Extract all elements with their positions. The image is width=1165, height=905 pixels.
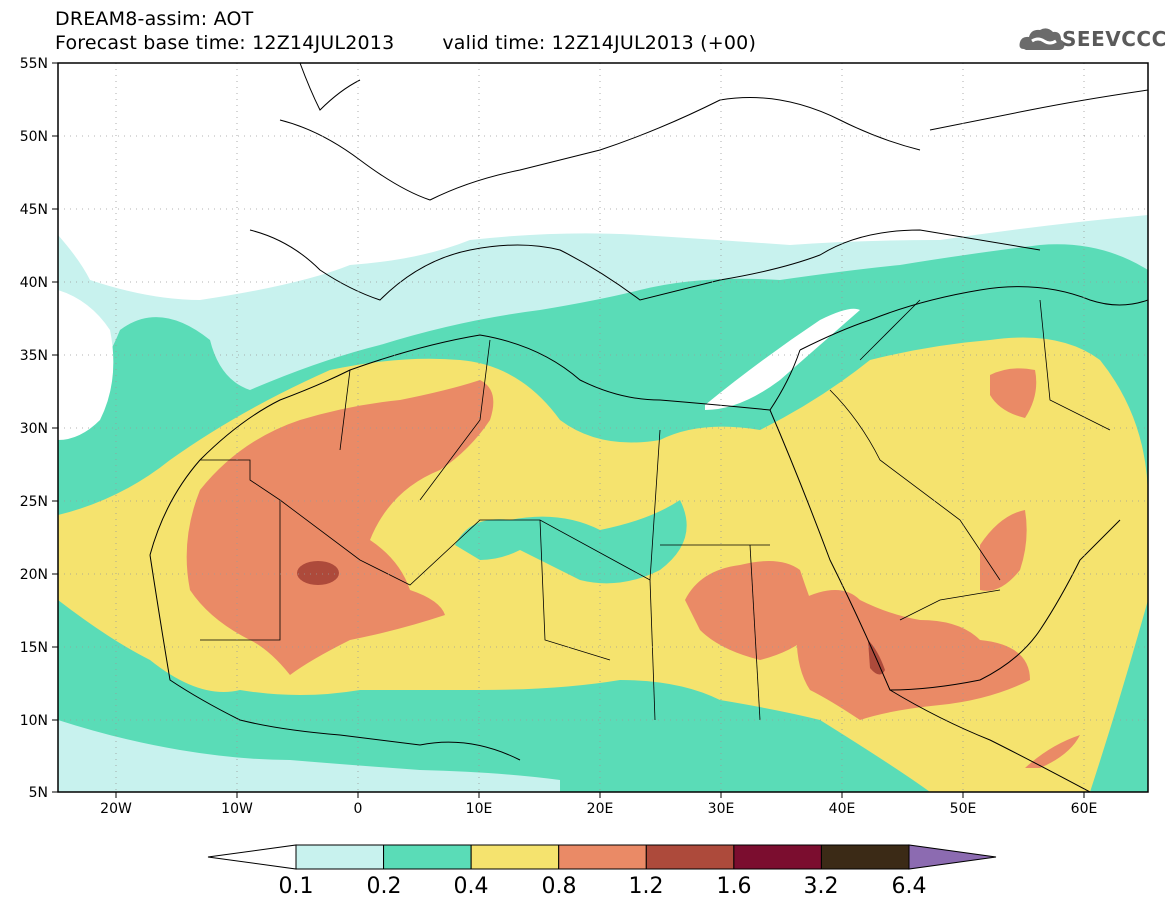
aot-band-0.8-sudan [685,561,820,660]
time-info: Forecast base time: 12Z14JUL2013 valid ti… [55,32,756,54]
lat-label: 30N [20,421,48,437]
lon-label: 0 [354,801,363,817]
lat-label: 15N [20,640,48,656]
lon-label: 40E [829,801,856,817]
lat-label: 25N [20,494,48,510]
coastlines [149,63,1148,792]
aot-band-0.8-iran [990,368,1037,418]
colorbar-swatch [820,844,910,870]
lat-label: 35N [20,348,48,364]
lon-label: 60E [1071,801,1098,817]
lon-label: 20E [587,801,614,817]
aot-band-0.8-somalia [1025,735,1080,768]
aot-band-below-atlantic [58,63,1148,274]
longitude-labels: 20W 10W 0 10E 20E 30E 40E 50E 60E [100,801,1097,817]
lat-label: 45N [20,202,48,218]
axis-ticks [52,62,1085,798]
colorbar-below-arrow [207,844,297,870]
colorbar-swatch [295,844,385,870]
aot-band-0.8-oman [980,510,1027,591]
lat-label: 5N [29,785,48,801]
colorbar-swatch [383,844,472,870]
colorbar-above-arrow [908,844,997,870]
aot-band-below-west [58,290,114,440]
country-borders [200,299,1111,721]
cloud-icon [1019,28,1065,50]
colorbar-label: 1.2 [629,874,664,899]
base-time: Forecast base time: 12Z14JUL2013 [55,32,395,54]
colorbar-label: 0.1 [279,874,314,899]
colorbar-swatch [645,844,735,870]
lon-label: 20W [100,801,132,817]
colorbar-label: 0.2 [367,874,402,899]
aot-band-0.8-sahara [186,380,494,675]
lat-label: 50N [20,129,48,145]
latitude-labels: 55N 50N 45N 40N 35N 30N 25N 20N 15N 10N … [20,56,48,801]
aot-band-0.1-sw [58,720,560,792]
lat-label: 10N [20,713,48,729]
lon-label: 10W [221,801,253,817]
colorbar-label: 0.4 [454,874,489,899]
lon-label: 30E [708,801,735,817]
valid-time: valid time: 12Z14JUL2013 (+00) [442,32,757,54]
logo-text: SEEVCCC [1062,27,1165,51]
lon-label: 10E [466,801,493,817]
aot-band-0.2-sw [58,600,930,792]
lon-label: 50E [950,801,977,817]
colorbar-label: 1.6 [717,874,752,899]
lat-label: 20N [20,567,48,583]
lat-label: 40N [20,275,48,291]
colorbar-swatch [470,844,560,870]
colorbar-swatch [558,844,647,870]
colorbar: 0.1 0.2 0.4 0.8 1.2 1.6 3.2 6.4 [207,844,997,899]
colorbar-label: 0.8 [542,874,577,899]
colorbar-label: 6.4 [892,874,927,899]
map-title: DREAM8-assim: AOT [55,8,254,30]
aot-band-1.2-spot [297,561,339,585]
aot-band-0.2-pocket [455,500,687,584]
colorbar-label: 3.2 [804,874,839,899]
aot-band-0.8-redsea [796,590,1030,720]
aot-band-below-med [705,308,860,410]
lat-label: 55N [20,56,48,72]
colorbar-swatch [733,844,822,870]
